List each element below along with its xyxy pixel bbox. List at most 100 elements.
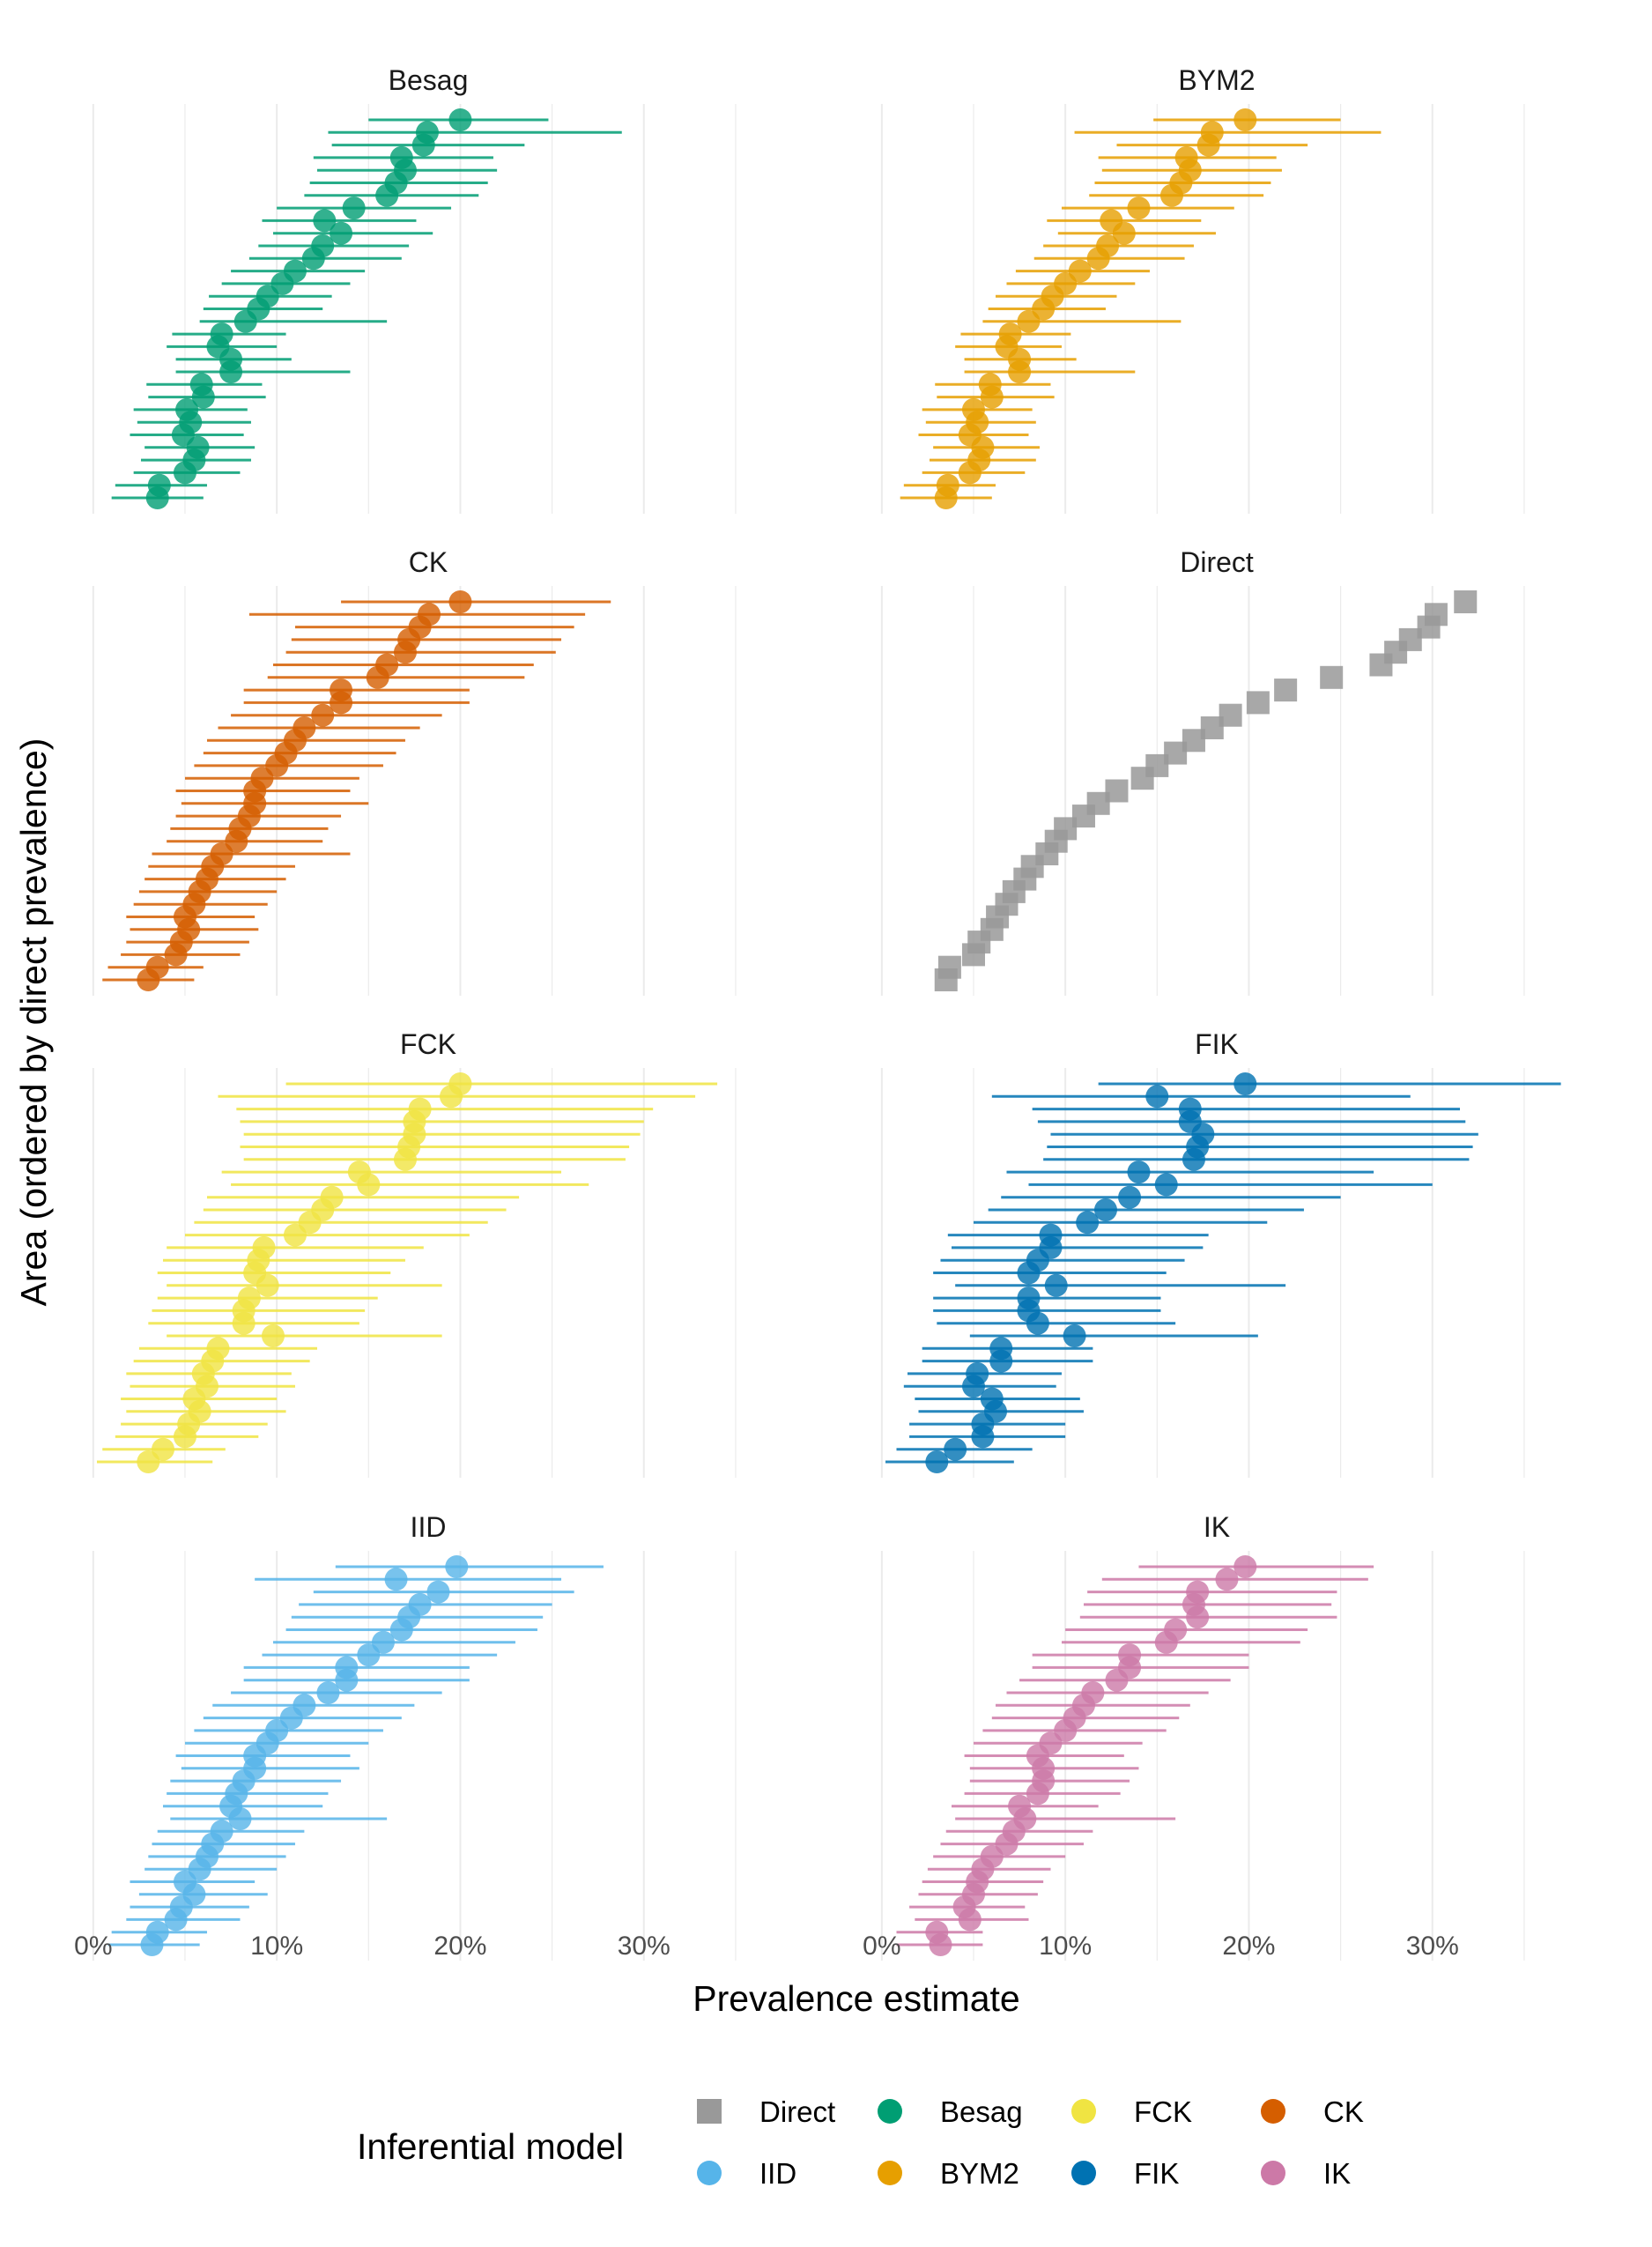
data-point bbox=[426, 1580, 450, 1604]
data-point bbox=[175, 397, 199, 421]
x-tick-label: 10% bbox=[1039, 1932, 1092, 1961]
legend-label: Besag bbox=[940, 2095, 1023, 2128]
data-point bbox=[330, 679, 353, 702]
x-tick-label: 30% bbox=[618, 1932, 670, 1961]
panel-title-bym2: BYM2 bbox=[1178, 64, 1255, 96]
data-point bbox=[1093, 1198, 1117, 1221]
data-point bbox=[408, 1097, 432, 1121]
x-tick-label: 20% bbox=[433, 1932, 486, 1961]
legend: Inferential model Direct Besag FCK CK IID BYM… bbox=[357, 2095, 1364, 2190]
data-point bbox=[261, 1324, 285, 1347]
data-point bbox=[1118, 1185, 1142, 1209]
data-point bbox=[1068, 259, 1092, 283]
data-point bbox=[384, 1568, 408, 1591]
data-point bbox=[1274, 679, 1298, 702]
data-point bbox=[347, 1161, 371, 1184]
legend-item-besag: Besag bbox=[878, 2095, 1023, 2128]
data-point bbox=[316, 1681, 340, 1704]
points-fck bbox=[137, 1072, 472, 1473]
data-point bbox=[151, 1437, 174, 1461]
legend-key-circle bbox=[1071, 2161, 1096, 2185]
data-point bbox=[1454, 590, 1478, 613]
data-point bbox=[1118, 1643, 1142, 1667]
y-axis-title: Area (ordered by direct prevalence) bbox=[13, 738, 54, 1307]
data-point bbox=[330, 221, 353, 245]
legend-label: Direct bbox=[759, 2095, 835, 2128]
x-axes: 0% 10% 20% 30% 0% 10% 20% 30% bbox=[74, 1932, 1459, 1961]
data-point bbox=[313, 209, 337, 233]
panel-fik: FIK bbox=[880, 1028, 1561, 1478]
legend-key-circle bbox=[1261, 2099, 1285, 2124]
panel-title-fik: FIK bbox=[1195, 1028, 1239, 1060]
data-point bbox=[1174, 145, 1198, 169]
data-point bbox=[342, 197, 366, 220]
data-point bbox=[1096, 234, 1120, 257]
panel-ik: IK bbox=[880, 1511, 1525, 1961]
data-point bbox=[1081, 1681, 1105, 1704]
legend-item-iid: IID bbox=[697, 2157, 796, 2190]
data-point bbox=[1154, 1173, 1178, 1197]
data-point bbox=[961, 397, 985, 421]
data-point bbox=[189, 373, 213, 397]
data-point bbox=[145, 955, 169, 979]
data-point bbox=[418, 603, 441, 627]
data-point bbox=[1105, 779, 1129, 803]
data-point bbox=[978, 373, 1002, 397]
gridlines bbox=[880, 586, 1525, 996]
panel-bym2: BYM2 bbox=[880, 64, 1525, 514]
legend-label: FIK bbox=[1134, 2157, 1179, 2190]
panel-direct: Direct bbox=[880, 546, 1525, 996]
data-point bbox=[1164, 1618, 1188, 1642]
legend-label: IK bbox=[1323, 2157, 1351, 2190]
panel-iid: IID bbox=[92, 1511, 737, 1961]
points-besag bbox=[145, 108, 472, 509]
data-point bbox=[448, 1072, 472, 1095]
data-point bbox=[283, 259, 307, 283]
legend-key-square bbox=[697, 2099, 722, 2124]
gridlines bbox=[880, 104, 1525, 514]
legend-label: CK bbox=[1323, 2095, 1364, 2128]
panel-title-iid: IID bbox=[411, 1511, 447, 1543]
data-point bbox=[371, 1630, 395, 1654]
legend-item-fck: FCK bbox=[1071, 2095, 1192, 2128]
intervals-iid bbox=[107, 1565, 604, 1947]
data-point bbox=[1044, 1273, 1068, 1297]
legend-key-circle bbox=[1261, 2161, 1285, 2185]
data-point bbox=[1186, 1580, 1210, 1604]
data-point bbox=[293, 716, 316, 739]
legend-items: Direct Besag FCK CK IID BYM2 FIK IK bbox=[697, 2095, 1364, 2190]
data-point bbox=[311, 234, 335, 257]
legend-key-circle bbox=[697, 2161, 722, 2185]
data-point bbox=[145, 1920, 169, 1944]
x-axis-ticks-col1: 0% 10% 20% 30% bbox=[74, 1932, 670, 1961]
data-point bbox=[1233, 108, 1257, 131]
panel-title-fck: FCK bbox=[400, 1028, 456, 1060]
points-ck bbox=[137, 590, 472, 991]
data-point bbox=[293, 1694, 316, 1717]
x-axis-ticks-col2: 0% 10% 20% 30% bbox=[863, 1932, 1459, 1961]
data-point bbox=[415, 121, 439, 145]
facet-panels: Besag BYM2 CK Direct FCK FIK IID IK bbox=[92, 64, 1561, 1961]
panel-title-besag: Besag bbox=[389, 64, 469, 96]
data-point bbox=[1039, 1223, 1063, 1247]
data-point bbox=[944, 1437, 967, 1461]
legend-key-circle bbox=[1071, 2099, 1096, 2124]
x-tick-label: 30% bbox=[1406, 1932, 1459, 1961]
data-point bbox=[989, 1337, 1013, 1361]
legend-label: BYM2 bbox=[940, 2157, 1019, 2190]
legend-title: Inferential model bbox=[357, 2126, 624, 2167]
points-iid bbox=[140, 1555, 469, 1956]
data-point bbox=[206, 1337, 230, 1361]
data-point bbox=[1178, 1097, 1202, 1121]
legend-label: IID bbox=[759, 2157, 796, 2190]
data-point bbox=[937, 955, 961, 979]
data-point bbox=[147, 473, 171, 497]
data-point bbox=[252, 1235, 276, 1259]
points-fik bbox=[925, 1072, 1257, 1473]
data-point bbox=[1233, 1072, 1257, 1095]
data-point bbox=[966, 1361, 989, 1385]
points-bym2 bbox=[934, 108, 1257, 509]
data-point bbox=[320, 1185, 344, 1209]
data-point bbox=[1233, 1555, 1257, 1578]
